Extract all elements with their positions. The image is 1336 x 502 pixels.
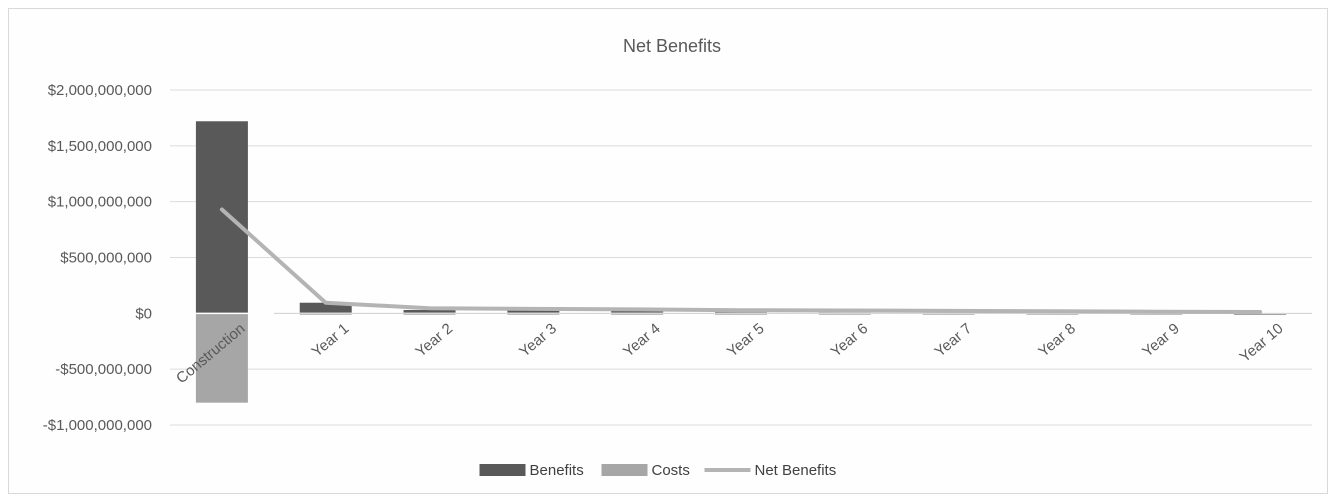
net-benefits-legend-label: Net Benefits (755, 462, 837, 479)
y-axis-tick-labels: $2,000,000,000 $1,500,000,000 $1,000,000,0… (43, 82, 152, 434)
x-tick-label: Year 3 (516, 320, 560, 361)
benefits-legend-label: Benefits (530, 462, 584, 479)
net-benefits-line (219, 207, 1263, 314)
x-tick-label: Year 10 (1237, 320, 1287, 366)
y-tick-label: -$500,000,000 (55, 361, 152, 378)
net-benefits-point (635, 307, 639, 311)
benefits-bar (195, 121, 248, 314)
net-benefits-point (428, 306, 432, 310)
x-tick-label: Year 4 (620, 320, 664, 361)
x-tick-label: Year 5 (724, 320, 768, 361)
net-benefits-point (1258, 310, 1262, 314)
net-benefits-point (324, 301, 328, 305)
x-tick-label: Year 7 (931, 320, 975, 361)
benefits-bar (299, 302, 352, 314)
y-tick-label: $500,000,000 (60, 250, 152, 267)
net-benefits-series-line (219, 207, 1263, 314)
y-tick-label: $1,500,000,000 (48, 138, 152, 155)
net-benefits-point (1154, 310, 1158, 314)
x-tick-label: Year 6 (828, 320, 872, 361)
y-tick-label: $2,000,000,000 (48, 82, 152, 99)
x-tick-label: Year 1 (309, 320, 353, 361)
x-tick-label: Year 2 (412, 320, 456, 361)
net-benefits-point (531, 307, 535, 311)
benefits-bar (611, 310, 664, 314)
net-benefits-point (1050, 309, 1054, 313)
net-benefits-point (843, 309, 847, 313)
y-tick-label: $0 (135, 305, 152, 322)
y-tick-label: -$1,000,000,000 (43, 417, 152, 434)
x-axis-tick-labels: Construction Year 1 Year 2 Year 3 Year 4 Year… (173, 320, 1287, 387)
net-benefits-point (947, 309, 951, 313)
benefits-bar (507, 310, 560, 314)
bars (195, 121, 1287, 403)
costs-legend-label: Costs (652, 462, 690, 479)
net-benefits-point (220, 207, 224, 211)
benefits-legend-swatch (479, 464, 526, 476)
x-tick-label: Year 8 (1035, 320, 1079, 361)
chart-title: Net Benefits (623, 36, 721, 56)
legend: Benefits Costs Net Benefits (479, 462, 837, 479)
gridlines (170, 89, 1312, 426)
x-tick-label: Year 9 (1139, 320, 1183, 361)
benefits-bar (403, 309, 456, 314)
costs-bar (195, 313, 248, 403)
net-benefits-point (739, 308, 743, 312)
costs-legend-swatch (601, 464, 648, 476)
y-tick-label: $1,000,000,000 (48, 194, 152, 211)
